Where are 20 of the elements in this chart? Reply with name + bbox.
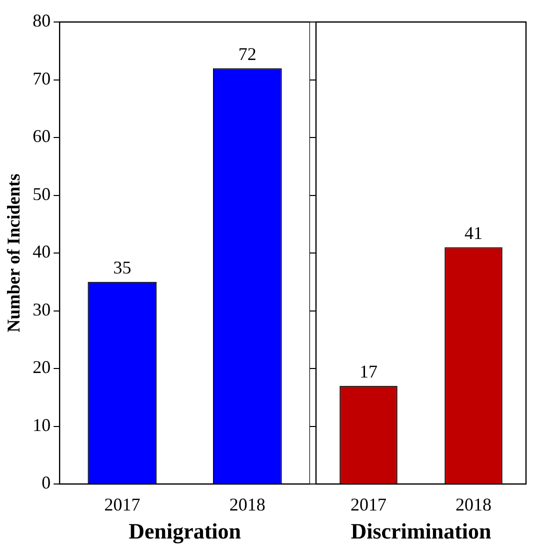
- x-tick-label: 2017: [350, 494, 386, 515]
- y-tick-label: 50: [32, 184, 51, 204]
- x-tick-label: 2018: [229, 494, 266, 515]
- y-tick-label: 20: [32, 357, 51, 378]
- y-tick-label: 70: [32, 68, 51, 88]
- x-tick-label: 2018: [456, 494, 492, 515]
- y-tick-label: 0: [42, 472, 51, 493]
- x-axis-title: Discrimination: [350, 518, 492, 544]
- y-tick-label: 80: [32, 10, 51, 31]
- data-label: 41: [464, 222, 482, 243]
- y-axis-title: Number of Incidents: [3, 174, 24, 332]
- x-axis-title: Denigration: [128, 518, 242, 544]
- data-label: 17: [360, 362, 378, 382]
- y-tick-label: 10: [32, 414, 51, 435]
- x-tick-label: 2017: [104, 494, 140, 515]
- y-tick-label: 60: [32, 126, 51, 146]
- data-label: 72: [238, 44, 256, 64]
- data-label: 35: [113, 258, 132, 278]
- y-tick-label: 40: [32, 242, 51, 262]
- y-tick-label: 30: [32, 299, 51, 320]
